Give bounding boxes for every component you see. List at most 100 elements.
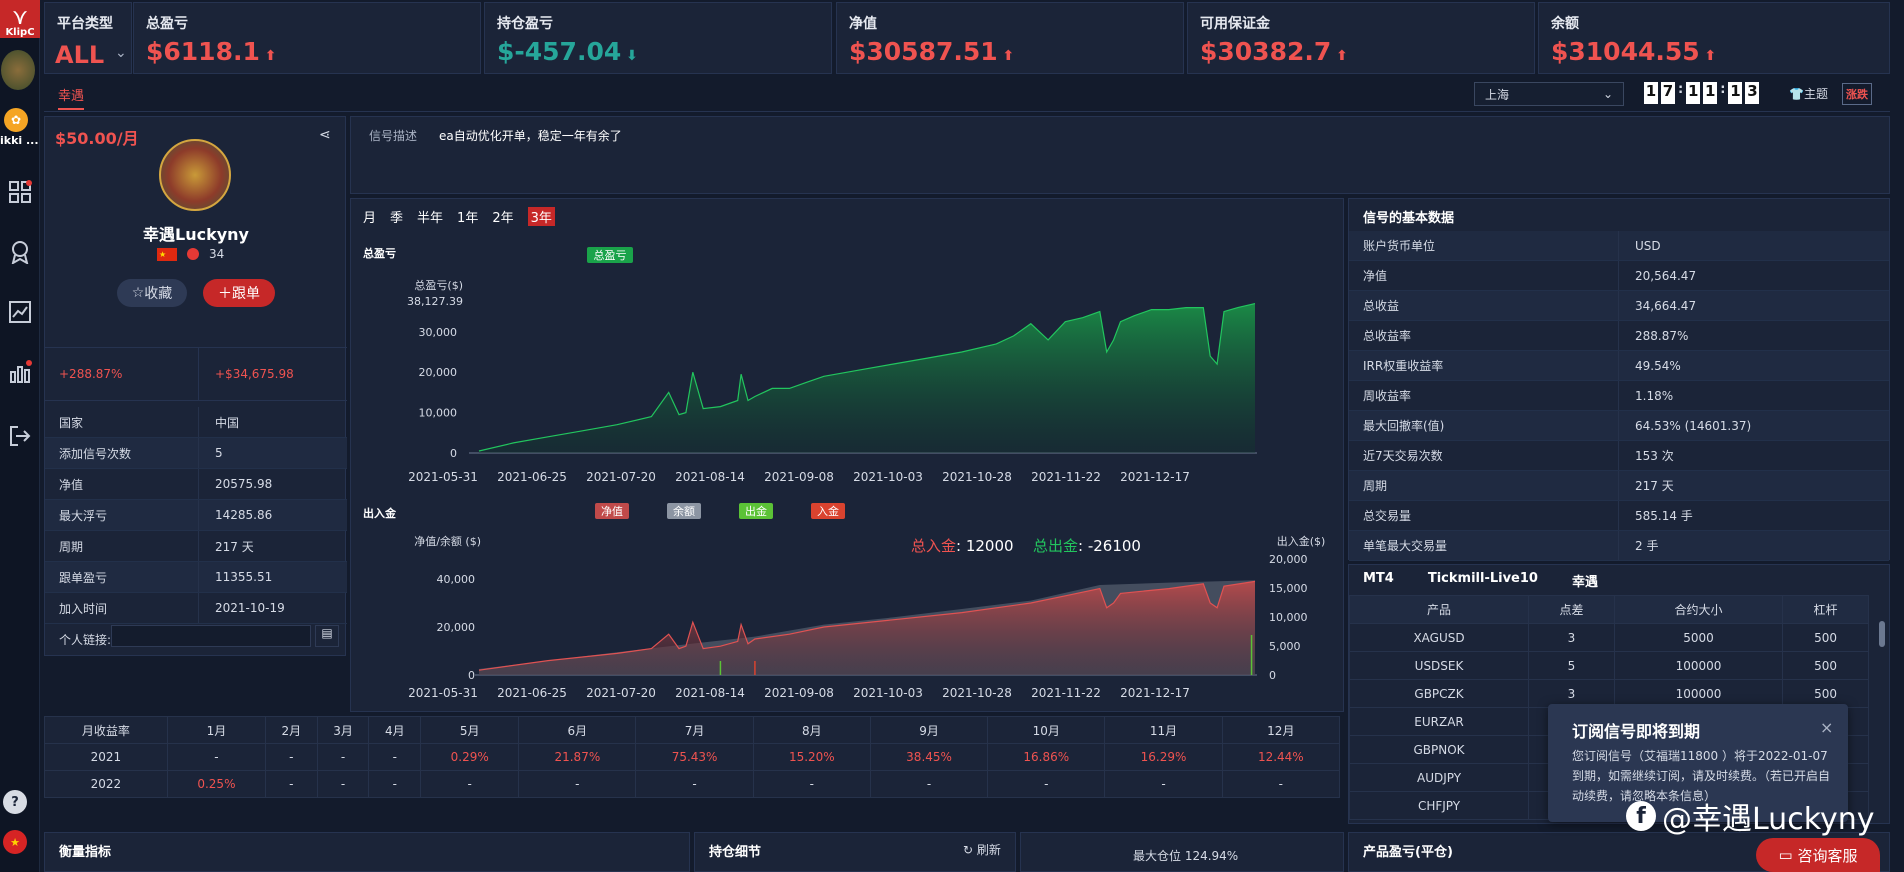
y-tick-label: 0 (468, 669, 475, 682)
product-header: 合约大小 (1613, 595, 1784, 624)
arrow-up-icon: ⬆ (1699, 48, 1717, 64)
city-select[interactable]: 上海 ⌄ (1474, 82, 1624, 106)
arrow-up-icon: ⬆ (997, 48, 1015, 64)
award-icon[interactable] (4, 236, 36, 268)
clock-digit: 3 (1745, 82, 1760, 104)
personal-link-input[interactable] (111, 625, 311, 647)
theme-button[interactable]: 👕主题 (1789, 85, 1828, 102)
tab-half-year[interactable]: 半年 (417, 211, 444, 226)
signal-name: 幸遇Luckyny (143, 225, 249, 244)
product-cell: 5000 (1613, 623, 1784, 652)
monthly-cell: 16.86% (987, 743, 1106, 771)
max-position-panel: 最大仓位 124.94% (1020, 832, 1344, 872)
signal-meta: ★ 34 (157, 247, 224, 261)
scrollbar[interactable] (1879, 621, 1885, 647)
customer-service-label: 咨询客服 (1797, 846, 1858, 865)
profit-area (479, 303, 1255, 453)
platform-type-value[interactable]: ALL (55, 41, 105, 69)
copy-icon[interactable]: ▤ (315, 625, 339, 647)
product-profit-title: 产品盈亏(平仓) (1363, 845, 1453, 860)
product-cell: EURZAR (1349, 707, 1530, 736)
basic-key: 近7天交易次数 (1349, 441, 1619, 470)
expiry-notification: 订阅信号即将到期 × 您订阅信号（艾福瑞11800 ）将于2022-01-07到… (1548, 704, 1848, 822)
tab-2-year[interactable]: 2年 (492, 211, 514, 226)
broker-name: 幸遇 (1571, 575, 1598, 590)
monthly-cell: 75.43% (635, 743, 754, 771)
monthly-cell: - (987, 770, 1106, 798)
legend-label-profit: 总盈亏 (594, 248, 627, 262)
share-icon[interactable]: ⋖ (319, 127, 331, 143)
monthly-header: 10月 (987, 716, 1106, 744)
clock: 1 7 : 1 1 : 1 3 (1644, 82, 1760, 104)
profile-row: 添加信号次数 5 (45, 438, 347, 469)
broker-header: MT4 Tickmill-Live10 幸遇 (1363, 571, 1598, 590)
x-tick-label: 2021-09-08 (764, 470, 834, 483)
monthly-header: 8月 (752, 716, 871, 744)
platform-type-card[interactable]: 平台类型 ALL ⌄ (44, 2, 132, 74)
basic-row: 总交易量 585.14 手 (1349, 501, 1889, 531)
customer-service-button[interactable]: ▭ 咨询客服 (1756, 838, 1880, 872)
tab-signal[interactable]: 幸遇 (58, 85, 85, 110)
monthly-cell: - (316, 743, 370, 771)
signal-description-label: 信号描述 (369, 129, 418, 143)
star-icon: ☆ (131, 285, 145, 301)
x-tick-label: 2021-11-22 (1031, 470, 1101, 483)
subscription-price: $50.00/月 (55, 129, 139, 148)
x-tick-label: 2021-07-20 (586, 470, 656, 483)
bar-chart-icon[interactable] (4, 356, 36, 388)
help-icon[interactable]: ? (3, 790, 27, 814)
trend-chart-icon[interactable] (4, 296, 36, 328)
profit-line (478, 303, 1256, 452)
profile-key: 最大浮亏 (45, 500, 199, 530)
basic-key: 单笔最大交易量 (1349, 531, 1619, 560)
follow-button[interactable]: ＋跟单 (203, 279, 275, 307)
monthly-header: 12月 (1221, 716, 1341, 744)
tab-1-year[interactable]: 1年 (457, 211, 479, 226)
favorite-button[interactable]: ☆ 收藏 (117, 279, 187, 307)
total-profit-card: 总盈亏 $6118.1 ⬆ (133, 2, 481, 74)
tab-quarter[interactable]: 季 (390, 211, 404, 226)
y2-tick-label: 10,000 (1269, 611, 1308, 624)
position-profit-card: 持仓盈亏 $-457.04 ⬇ (484, 2, 832, 74)
equity-value: $30587.51 ⬆ (849, 37, 1015, 66)
user-badge-icon[interactable]: ✿ (4, 108, 28, 132)
monthly-header: 3月 (316, 716, 370, 744)
monthly-returns: 月收益率 1月 2月 3月 4月 5月 6月 7月 8月 9月 10月 11月 12月 2021- - - -0… (44, 716, 1341, 798)
free-margin-card: 可用保证金 $30382.7 ⬆ (1187, 2, 1535, 74)
x-tick-label: 2021-08-14 (675, 470, 745, 483)
product-header-row: 产品 点差 合约大小 杠杆 (1349, 595, 1869, 624)
logo[interactable]: ⋎ KlipC (0, 0, 40, 38)
apps-icon[interactable] (4, 176, 36, 208)
basic-key: 总收益 (1349, 291, 1619, 320)
tab-month[interactable]: 月 (363, 211, 377, 226)
tab-3-year[interactable]: 3年 (527, 207, 555, 226)
profit-chart: 总盈亏($) 38,127.39 0 10,000 20,000 30,000 2021-0… (407, 247, 1257, 483)
monthly-header: 2月 (264, 716, 318, 744)
notification-body: 您订阅信号（艾福瑞11800 ）将于2022-01-07到期，如需继续订阅，请及… (1572, 749, 1831, 803)
china-flag-icon[interactable]: ★ (3, 830, 27, 854)
positions-title: 持仓细节 (709, 845, 762, 860)
chevron-down-icon[interactable]: ⌄ (115, 45, 127, 61)
refresh-button[interactable]: ↻ 刷新 (963, 841, 1001, 858)
monthly-header: 5月 (420, 716, 520, 744)
avatar[interactable] (1, 50, 35, 90)
clock-digit: 1 (1644, 82, 1658, 104)
clock-digit: 1 (1686, 82, 1701, 104)
deposit-label: 总入金 (911, 537, 956, 555)
y2-tick-label: 5,000 (1269, 640, 1301, 653)
close-icon[interactable]: × (1820, 718, 1834, 737)
withdraw-label: 总出金 (1033, 537, 1078, 555)
monthly-cell: 0.25% (166, 770, 266, 798)
product-cell: XAGUSD (1349, 623, 1530, 652)
profile-key: 周期 (45, 531, 199, 561)
logout-icon[interactable] (4, 420, 36, 452)
monthly-cell: - (420, 770, 520, 798)
basic-row: 净值 20,564.47 (1349, 261, 1889, 291)
profile-roi: +288.87% (45, 348, 199, 400)
product-cell: 500 (1782, 679, 1869, 708)
monthly-cell: 16.29% (1104, 743, 1223, 771)
monthly-cell: 0.29% (420, 743, 520, 771)
product-cell: 3 (1528, 623, 1615, 652)
updown-toggle[interactable]: 涨跌 (1842, 83, 1872, 105)
profile-row: 净值 20575.98 (45, 469, 347, 500)
